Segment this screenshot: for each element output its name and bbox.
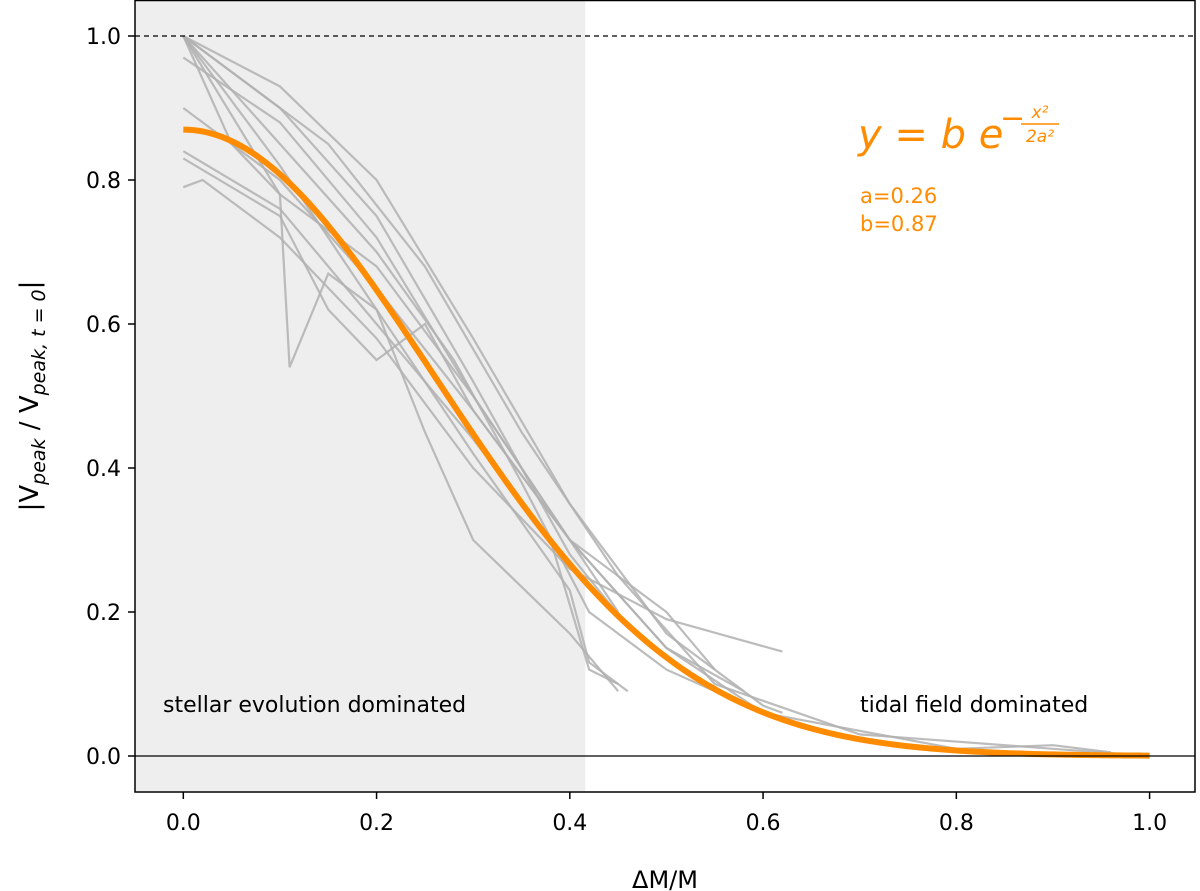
y-tick-label: 0.4 <box>86 457 121 482</box>
x-tick-label: 0.6 <box>746 811 781 836</box>
simulation-curve-10 <box>182 107 716 671</box>
y-tick-label: 0.8 <box>86 169 121 194</box>
simulation-curve-4 <box>182 35 629 693</box>
gaussian-fit-curve <box>183 126 1150 759</box>
simulation-curve-2 <box>182 35 783 714</box>
x-tick-label: 0.8 <box>939 811 974 836</box>
y-tick-label: 0.0 <box>86 745 121 770</box>
x-axis: 0.0 0.2 0.4 0.6 0.8 1.0 <box>166 792 1167 836</box>
y-tick-label: 1.0 <box>86 25 121 50</box>
stellar-evolution-region <box>135 0 586 792</box>
simulation-curve-8 <box>182 35 1150 758</box>
formula-sign: − <box>1000 101 1025 136</box>
y-tick-label: 0.2 <box>86 601 121 626</box>
param-a: a=0.26 <box>860 184 937 208</box>
x-tick-label: 0.4 <box>552 811 587 836</box>
simulation-curve-11 <box>182 35 764 714</box>
fit-formula: y = b e − x² 2a² a=0.26 b=0.87 <box>857 101 1059 236</box>
x-tick-label: 1.0 <box>1132 811 1167 836</box>
formula-base: y = b e <box>857 112 1003 158</box>
formula-numerator: x² <box>1031 103 1049 123</box>
x-tick-label: 0.0 <box>166 811 201 836</box>
y-axis: 0.0 0.2 0.4 0.6 0.8 1.0 <box>86 25 135 770</box>
x-tick-label: 0.2 <box>359 811 394 836</box>
left-region-label: stellar evolution dominated <box>163 693 466 718</box>
right-region-label: tidal field dominated <box>860 693 1088 718</box>
x-axis-label: ΔM/M <box>632 866 698 891</box>
formula-denominator: 2a² <box>1026 127 1054 147</box>
simulation-curves <box>182 35 1150 758</box>
plot-frame <box>134 0 1196 793</box>
simulation-curve-6 <box>182 35 619 692</box>
y-tick-label: 0.6 <box>86 313 121 338</box>
y-axis-label: |Vpeak / Vpeak, t = 0| <box>15 281 50 512</box>
param-b: b=0.87 <box>860 212 938 236</box>
